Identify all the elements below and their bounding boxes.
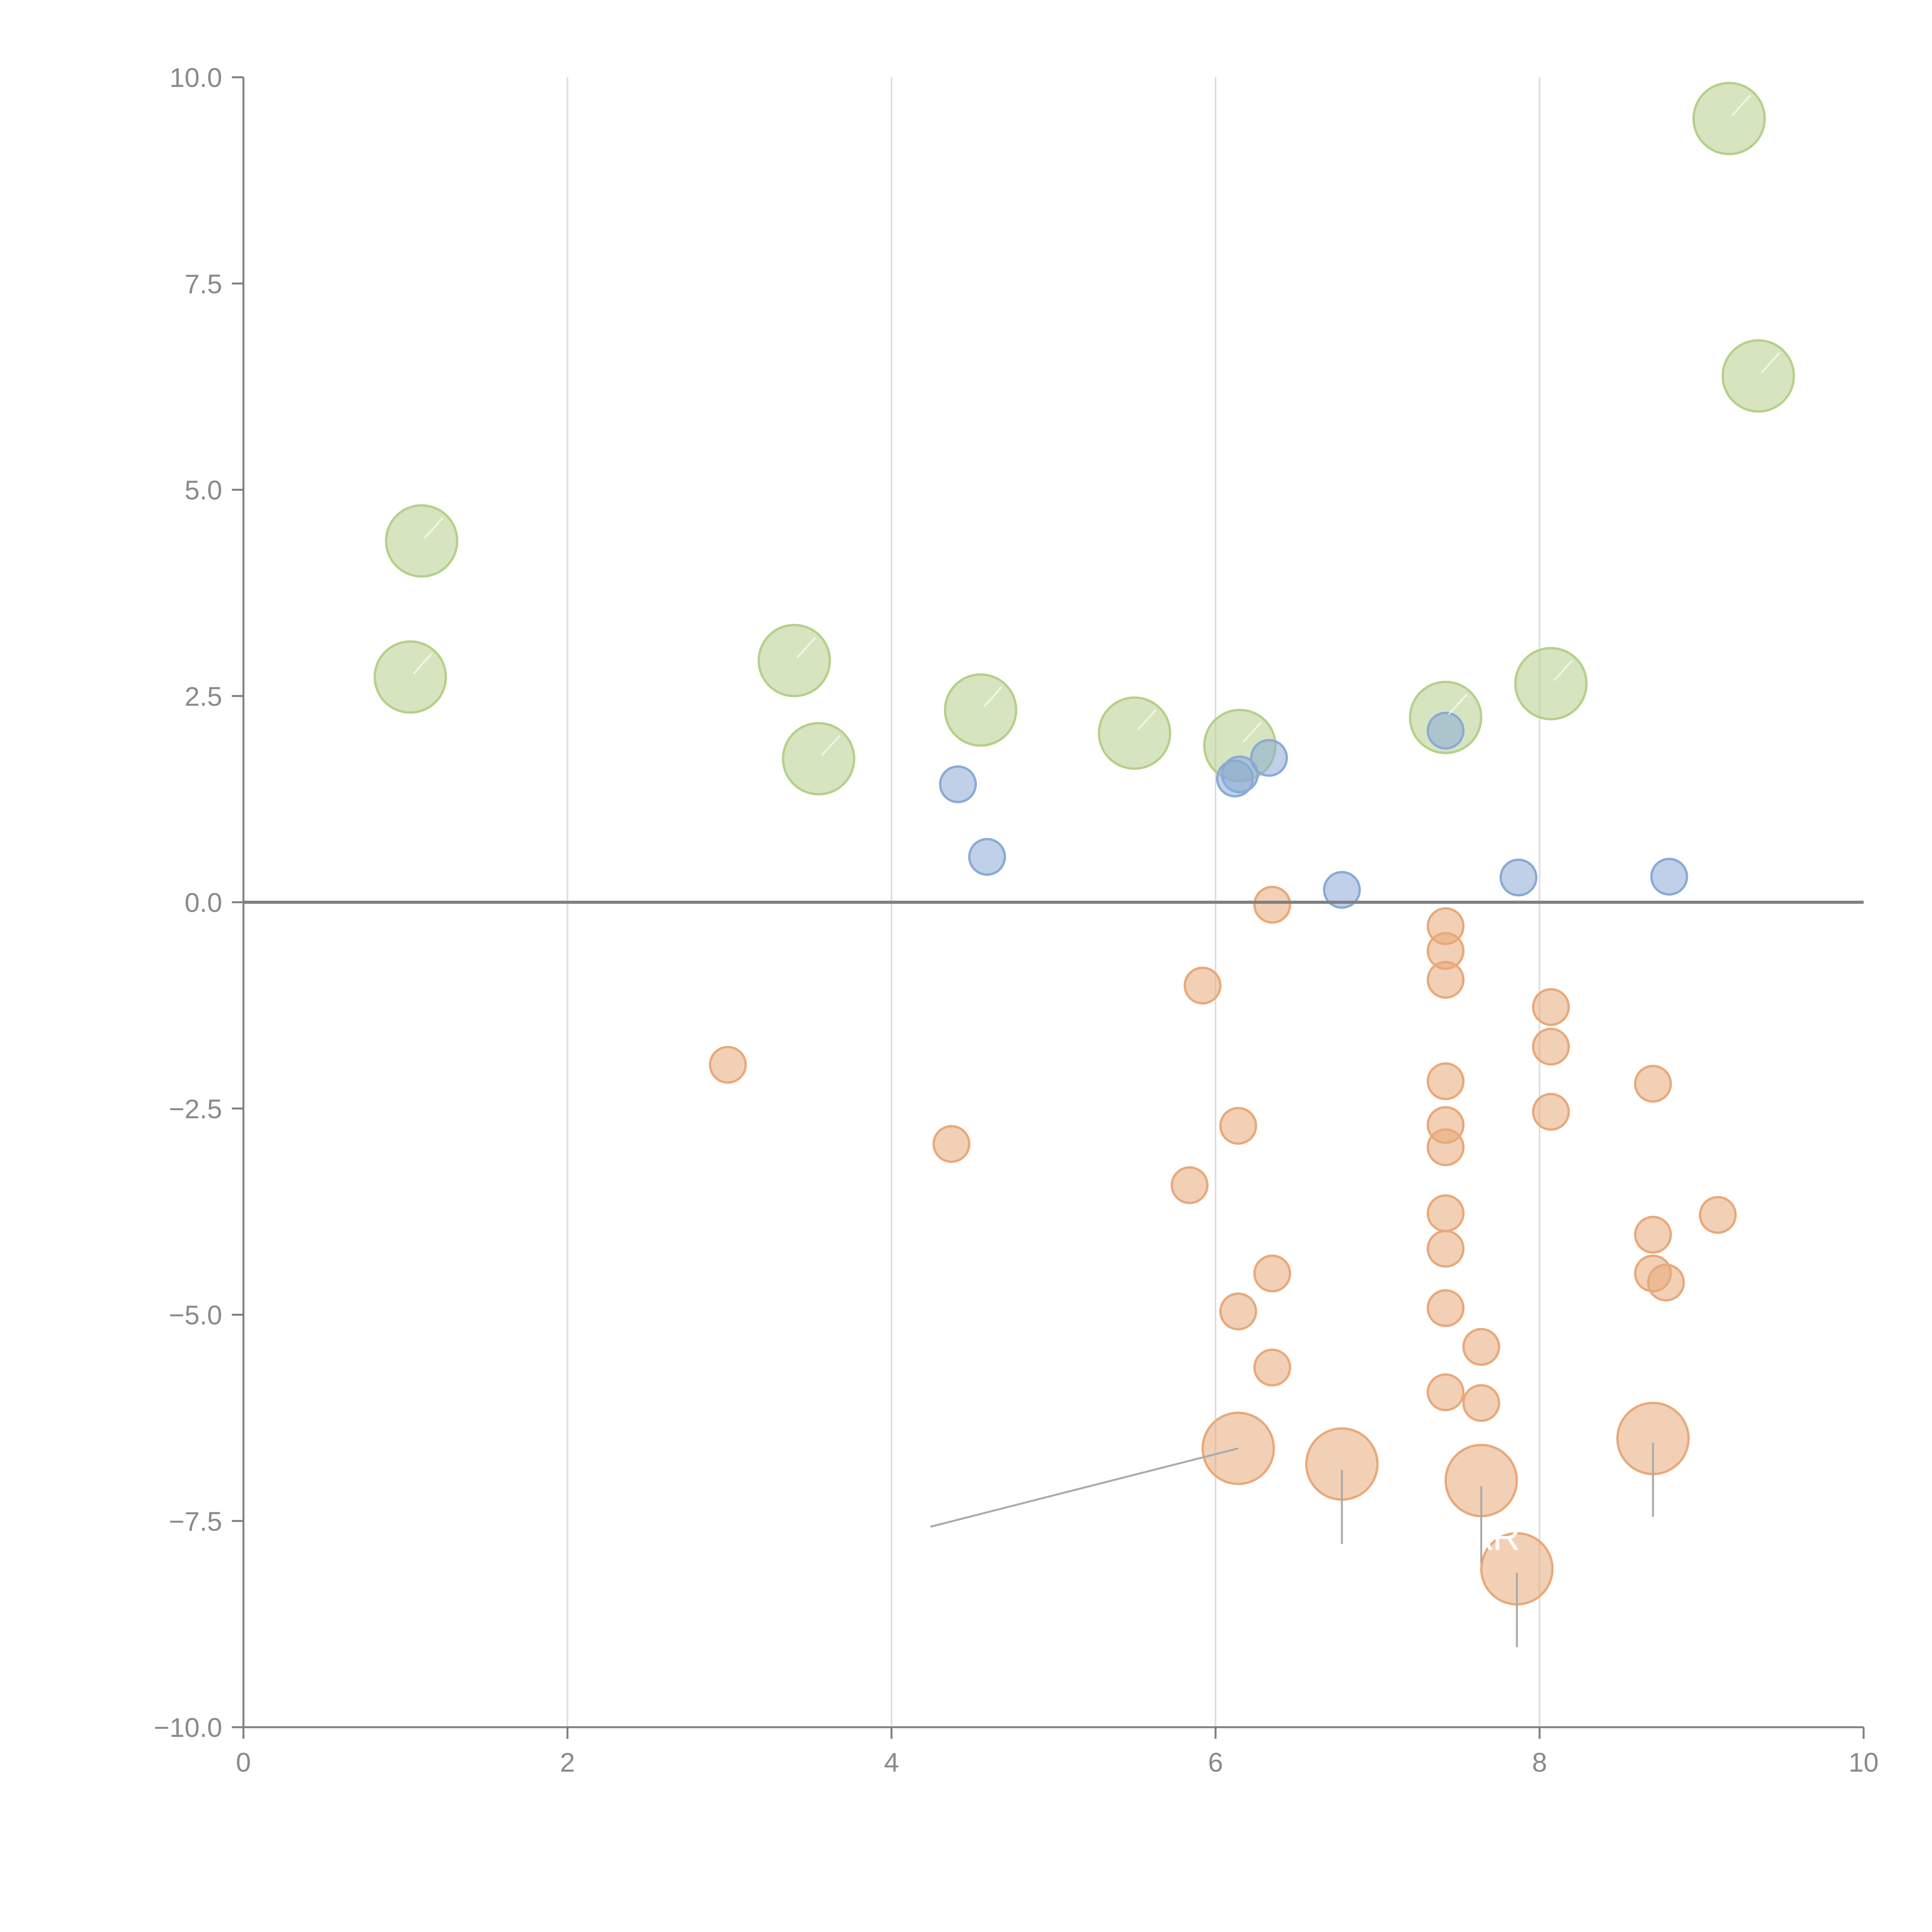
orange-point-24 — [1634, 1065, 1672, 1103]
green-point-5 — [1098, 696, 1172, 770]
orange-point-4 — [1219, 1107, 1257, 1145]
green-leader-6 — [1242, 722, 1262, 743]
orange-point-12 — [1427, 1062, 1465, 1100]
green-leader-1 — [413, 653, 432, 675]
blue-point-3 — [1221, 755, 1259, 794]
y-tick-label-4: 0.0 — [185, 888, 222, 918]
orange-point-22 — [1532, 1027, 1570, 1066]
orange-point-2 — [1170, 1166, 1209, 1204]
x-tick-label-1: 2 — [560, 1747, 575, 1777]
orange-point-28 — [1699, 1196, 1737, 1234]
y-tick-label-0: 10.0 — [170, 63, 222, 93]
green-leader-4 — [983, 686, 1003, 707]
x-tick-label-3: 6 — [1208, 1747, 1223, 1777]
orange-point-15 — [1427, 1194, 1465, 1232]
orange-point-23 — [1532, 1093, 1570, 1131]
green-point-3 — [782, 722, 855, 796]
orange-point-21 — [1532, 988, 1570, 1026]
green-leader-10 — [1760, 352, 1780, 374]
orange-point-0 — [709, 1046, 747, 1084]
blue-point-0 — [939, 765, 977, 803]
orange-point-11 — [1427, 961, 1465, 999]
orange-point-17 — [1427, 1289, 1465, 1327]
green-leader-3 — [821, 735, 840, 756]
x-tick-label-0: 0 — [236, 1747, 251, 1777]
y-tick-label-7: −7.5 — [169, 1506, 222, 1536]
y-tick-label-5: −2.5 — [169, 1094, 222, 1124]
green-point-2 — [757, 624, 831, 697]
orange-point-7 — [1253, 1254, 1291, 1293]
green-point-4 — [944, 673, 1017, 747]
green-point-8 — [1514, 647, 1588, 721]
green-point-1 — [373, 640, 447, 714]
y-tick-label-3: 2.5 — [185, 681, 222, 711]
green-point-10 — [1721, 339, 1795, 413]
orange-point-20 — [1462, 1384, 1500, 1422]
blue-point-7 — [1499, 858, 1537, 896]
orange-point-1 — [932, 1125, 971, 1163]
orange-point-16 — [1427, 1230, 1465, 1268]
blue-point-5 — [1323, 871, 1361, 909]
green-leader-0 — [424, 517, 444, 539]
blue-point-4 — [1250, 739, 1288, 777]
y-tick-label-1: 7.5 — [185, 269, 222, 299]
bubble-label-fragment: AR — [1467, 1515, 1520, 1558]
blue-point-1 — [968, 838, 1006, 876]
x-tick-label-2: 4 — [884, 1747, 899, 1777]
green-leader-5 — [1137, 709, 1156, 731]
blue-point-6 — [1427, 711, 1465, 750]
green-leader-2 — [797, 637, 816, 658]
orange-point-6 — [1253, 886, 1291, 924]
y-tick-label-6: −5.0 — [169, 1300, 222, 1330]
orange-point-14 — [1427, 1128, 1465, 1167]
green-point-9 — [1692, 82, 1766, 155]
green-point-0 — [385, 504, 459, 578]
orange-point-5 — [1219, 1292, 1257, 1330]
green-leader-9 — [1731, 95, 1751, 116]
leader-line-0 — [930, 1447, 1239, 1528]
annotations: AR — [413, 95, 1780, 1647]
green-leader-7 — [1448, 694, 1468, 715]
orange-point-8 — [1253, 1349, 1291, 1387]
green-leader-8 — [1553, 660, 1573, 681]
blue-point-8 — [1650, 857, 1688, 896]
y-tick-label-2: 5.0 — [185, 475, 222, 505]
y-tick-label-8: −10.0 — [154, 1713, 222, 1743]
orange-point-25 — [1634, 1216, 1672, 1254]
orange-point-18 — [1427, 1373, 1465, 1412]
x-tick-label-4: 8 — [1532, 1747, 1547, 1777]
x-tick-label-5: 10 — [1849, 1747, 1879, 1777]
orange-point-19 — [1462, 1328, 1500, 1366]
axes: 10.0 7.5 5.0 2.5 0.0 −2.5 −5.0 −7.5 −10.0 0 2 4 6 8 10 — [154, 63, 1879, 1777]
data-points — [373, 82, 1795, 1606]
orange-point-27 — [1647, 1264, 1685, 1302]
orange-point-3 — [1184, 966, 1222, 1005]
